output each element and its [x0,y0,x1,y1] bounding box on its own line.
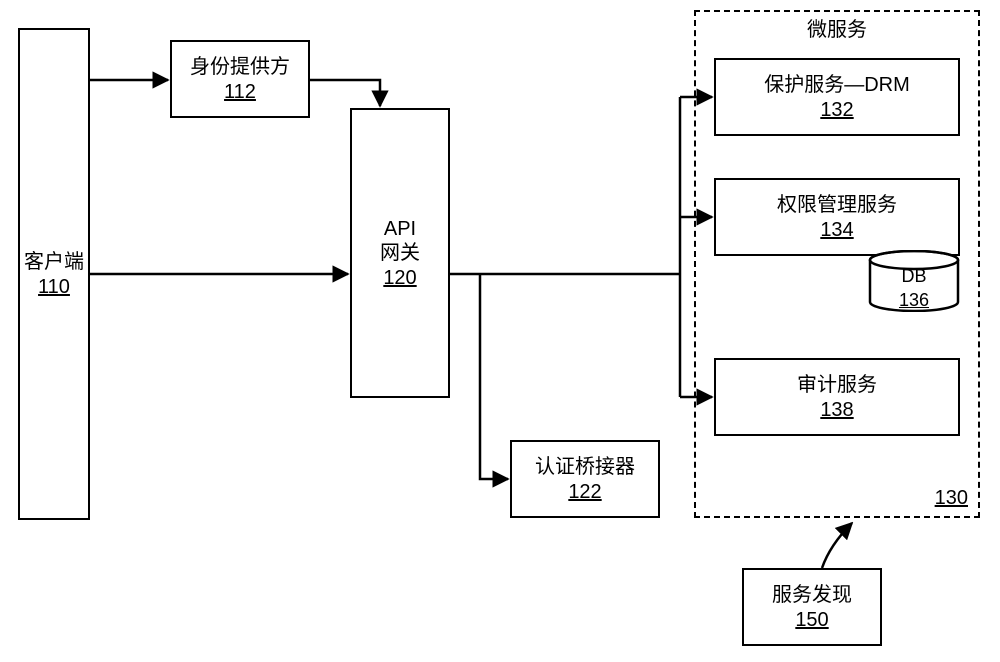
identity-label: 身份提供方 [190,55,290,79]
client-id: 110 [38,276,70,299]
api-gateway-id: 120 [383,267,416,290]
service-discovery-box: 服务发现 150 [742,568,882,646]
microservices-title: 微服务 [696,18,978,42]
audit-service-label: 审计服务 [797,373,877,397]
auth-bridge-id: 122 [568,481,601,504]
protect-service-id: 132 [820,99,853,122]
db-cylinder: DB 136 [868,250,960,312]
protect-service-label: 保护服务—DRM [764,73,910,97]
protect-service-box: 保护服务—DRM 132 [714,58,960,136]
api-gateway-label: API 网关 [380,217,420,265]
audit-service-box: 审计服务 138 [714,358,960,436]
client-label: 客户端 [24,250,84,274]
identity-box: 身份提供方 112 [170,40,310,118]
entitlement-service-box: 权限管理服务 134 [714,178,960,256]
client-box: 客户端 110 [18,28,90,520]
api-gateway-box: API 网关 120 [350,108,450,398]
service-discovery-label: 服务发现 [772,583,852,607]
microservices-id: 130 [935,487,968,510]
service-discovery-id: 150 [795,609,828,632]
entitlement-service-id: 134 [820,219,853,242]
entitlement-service-label: 权限管理服务 [777,193,897,217]
db-label: DB [868,266,960,288]
identity-id: 112 [224,81,256,104]
auth-bridge-box: 认证桥接器 122 [510,440,660,518]
db-id: 136 [868,290,960,311]
audit-service-id: 138 [820,399,853,422]
diagram-stage: 微服务 130 客户端 110 身份提供方 112 API 网关 120 认证桥… [0,0,1000,662]
auth-bridge-label: 认证桥接器 [535,455,635,479]
